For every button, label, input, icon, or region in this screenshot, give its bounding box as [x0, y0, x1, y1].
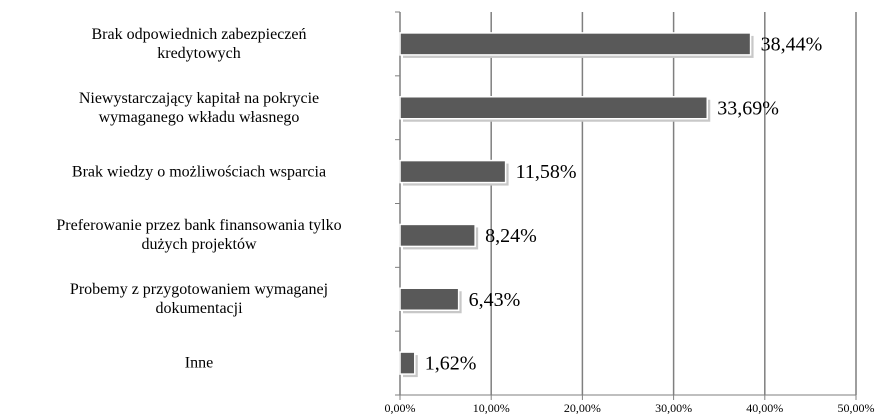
- value-label: 1,62%: [425, 353, 477, 375]
- x-tick-label: 10,00%: [473, 401, 510, 415]
- y-tick-label: Brak wiedzy o możliwościach wsparcia: [71, 163, 327, 181]
- value-label: 38,44%: [761, 34, 823, 56]
- y-tick-label: Preferowanie przez bank finansowania tyl…: [56, 217, 342, 254]
- x-tick-label: 50,00%: [838, 401, 875, 415]
- x-tick-label: 30,00%: [655, 401, 692, 415]
- x-tick-label: 40,00%: [746, 401, 783, 415]
- bar: [399, 351, 416, 375]
- bar: [399, 32, 752, 56]
- x-tick-label: 20,00%: [564, 401, 601, 415]
- y-tick-label: Probemy z przygotowaniem wymaganej dokum…: [69, 281, 329, 318]
- y-tick-label: Inne: [184, 354, 214, 372]
- value-label: 11,58%: [516, 161, 577, 183]
- value-label: 6,43%: [469, 289, 521, 311]
- bar: [399, 96, 709, 120]
- y-tick-label: Brak odpowiednich zabezpieczeń kredytowy…: [91, 25, 307, 62]
- bar: [399, 159, 507, 184]
- bar: [399, 287, 460, 311]
- x-tick-label: 0,00%: [385, 401, 416, 415]
- bar: [399, 223, 476, 248]
- value-label: 8,24%: [485, 225, 537, 247]
- value-label: 33,69%: [717, 97, 779, 119]
- y-tick-label: Niewystarczający kapitał na pokrycie wym…: [78, 89, 320, 126]
